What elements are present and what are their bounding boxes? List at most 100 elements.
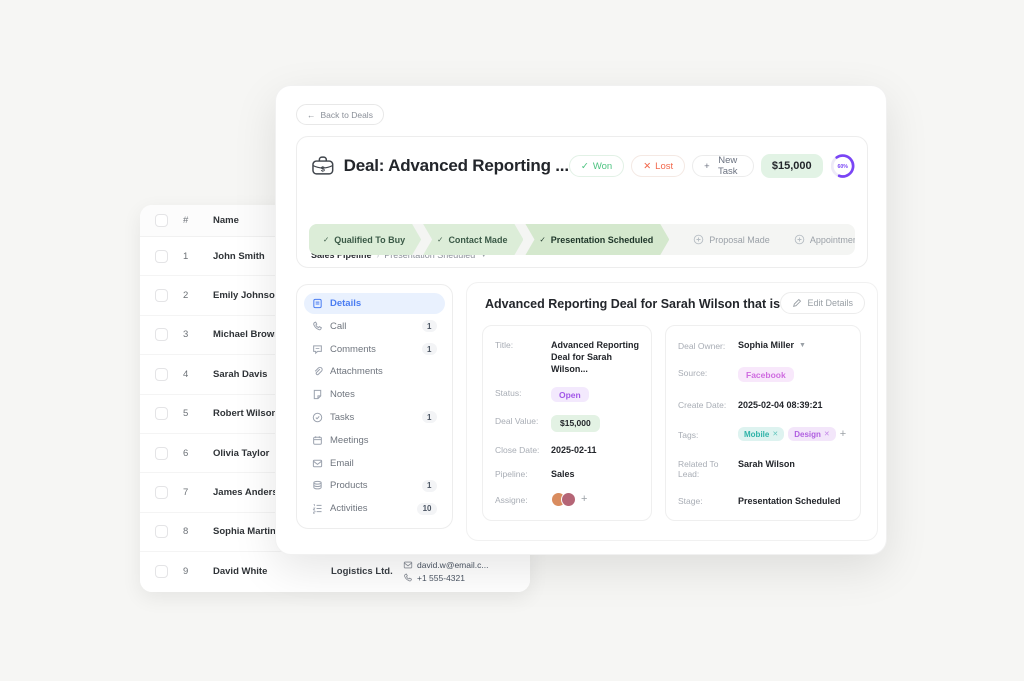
tags-list: Mobile ✕ Design ✕ +: [738, 427, 847, 442]
envelope-icon: [312, 459, 323, 467]
field-label: Stage:: [678, 495, 703, 506]
select-all-checkbox[interactable]: [155, 214, 168, 227]
deal-detail-modal: ← Back to Deals $ Deal: Advanced Reporti…: [275, 85, 887, 555]
row-number: 5: [183, 408, 189, 420]
won-button[interactable]: ✓ Won: [568, 155, 625, 177]
row-number: 8: [183, 526, 189, 538]
row-checkbox[interactable]: [155, 446, 168, 460]
field-label: Deal Owner:: [678, 340, 726, 351]
tab-email[interactable]: Email: [304, 453, 445, 474]
row-checkbox[interactable]: [155, 328, 168, 342]
row-checkbox[interactable]: [155, 289, 168, 303]
row-checkbox[interactable]: [155, 407, 168, 421]
tab-label: Details: [330, 298, 362, 309]
x-icon: ✕: [643, 160, 652, 172]
back-to-deals-button[interactable]: ← Back to Deals: [296, 104, 384, 125]
source-badge: Facebook: [738, 367, 794, 383]
briefcase-icon: $: [312, 156, 334, 175]
field-label: Assigne:: [495, 494, 528, 505]
deal-details-panel: Advanced Reporting Deal for Sarah Wilson…: [466, 282, 878, 541]
check-icon: ✓: [323, 235, 330, 244]
stage-qualified-to-buy[interactable]: ✓ Qualified To Buy: [309, 224, 421, 255]
tab-tasks[interactable]: Tasks 1: [304, 407, 445, 428]
row-name: Sophia Martine: [213, 526, 282, 538]
tab-count-badge: 1: [421, 411, 437, 424]
deal-amount-badge: $15,000: [760, 154, 823, 178]
lost-button[interactable]: ✕ Lost: [631, 155, 686, 177]
tab-meetings[interactable]: Meetings: [304, 430, 445, 451]
field-label: Related To Lead:: [678, 458, 719, 479]
row-name: Robert Wilson: [213, 408, 278, 420]
row-name: Emily Johnson: [213, 290, 281, 302]
row-number: 2: [183, 290, 189, 302]
row-name: Olivia Taylor: [213, 447, 270, 459]
add-tag-button[interactable]: +: [839, 427, 847, 440]
tab-label: Email: [330, 457, 354, 469]
field-label: Title:: [495, 340, 514, 350]
row-checkbox[interactable]: [155, 525, 168, 539]
field-label: Status:: [495, 388, 522, 399]
progress-ring: 60%: [830, 154, 855, 178]
row-checkbox[interactable]: [155, 249, 168, 263]
add-assignee-button[interactable]: +: [581, 492, 588, 505]
phone-icon: [313, 321, 322, 331]
check-icon: ✓: [580, 160, 589, 172]
tab-label: Attachments: [330, 366, 383, 378]
tab-label: Comments: [330, 343, 376, 355]
tab-label: Meetings: [330, 434, 369, 446]
table-row[interactable]: 9 David White Logistics Ltd. david.w@ema…: [140, 552, 530, 592]
tab-activities[interactable]: Activities 10: [304, 498, 445, 519]
comment-icon: [313, 344, 322, 354]
progress-percent: 60%: [837, 164, 848, 170]
edit-details-button[interactable]: Edit Details: [780, 292, 865, 314]
field-label: Close Date:: [495, 444, 540, 455]
pipeline-stage-bar: ✓ Qualified To Buy ✓ Contact Made ✓ Pres…: [309, 224, 855, 255]
row-name: David White: [213, 566, 268, 578]
field-label: Tags:: [678, 429, 699, 440]
row-contact: david.w@email.c... +1 555-4321: [403, 560, 488, 583]
stage-contact-made[interactable]: ✓ Contact Made: [423, 224, 523, 255]
tag-mobile[interactable]: Mobile ✕: [738, 427, 785, 442]
row-number: 3: [183, 329, 189, 341]
row-checkbox[interactable]: [155, 565, 168, 579]
pipeline-name: Sales Pipeline: [311, 250, 372, 260]
row-checkbox[interactable]: [155, 486, 168, 500]
chevron-down-icon[interactable]: ▼: [480, 251, 488, 259]
svg-text:$: $: [321, 164, 325, 173]
row-number: 9: [183, 566, 189, 578]
row-email: david.w@email.c...: [417, 560, 489, 571]
tab-count-badge: 1: [421, 479, 437, 492]
row-number: 7: [183, 487, 189, 499]
stage-presentation-scheduled[interactable]: ✓ Presentation Scheduled: [525, 224, 669, 255]
tag-design[interactable]: Design ✕: [788, 427, 836, 442]
tag-label: Mobile: [744, 429, 770, 439]
assignee-avatar[interactable]: [561, 491, 576, 507]
stage-label: Qualified To Buy: [334, 234, 406, 245]
task-check-icon: [312, 412, 323, 423]
remove-tag-icon[interactable]: ✕: [772, 431, 779, 439]
row-company: Logistics Ltd.: [331, 566, 393, 578]
tab-notes[interactable]: Notes: [304, 384, 445, 405]
stage-appointment-scheduled[interactable]: Appointment Scheduled: [794, 234, 855, 245]
tab-count-badge: 1: [421, 343, 437, 356]
won-label: Won: [592, 160, 613, 172]
deal-title: Deal: Advanced Reporting ...: [343, 156, 569, 175]
tab-products[interactable]: Products 1: [304, 475, 445, 496]
tag-label: Design: [794, 429, 821, 439]
row-checkbox[interactable]: [155, 367, 168, 381]
stage-value: Presentation Scheduled: [738, 495, 841, 506]
deal-owner-value: Sophia Miller: [738, 340, 795, 350]
tab-call[interactable]: Call 1: [304, 316, 445, 337]
deal-fields-right-card: Deal Owner: Sophia Miller ▼ Source: Face…: [665, 325, 861, 521]
chevron-down-icon[interactable]: ▼: [799, 341, 806, 349]
details-icon: [313, 298, 322, 309]
stage-proposal-made[interactable]: Proposal Made: [693, 234, 770, 245]
remove-tag-icon[interactable]: ✕: [823, 431, 830, 439]
deal-header-card: $ Deal: Advanced Reporting ... ✓ Won ✕ L…: [296, 136, 868, 268]
tab-label: Tasks: [330, 411, 355, 423]
new-task-button[interactable]: + New Task: [692, 155, 754, 177]
pencil-icon: [793, 298, 802, 308]
tab-comments[interactable]: Comments 1: [304, 339, 445, 360]
tab-attachments[interactable]: Attachments: [304, 361, 445, 382]
tab-details[interactable]: Details: [304, 293, 445, 314]
